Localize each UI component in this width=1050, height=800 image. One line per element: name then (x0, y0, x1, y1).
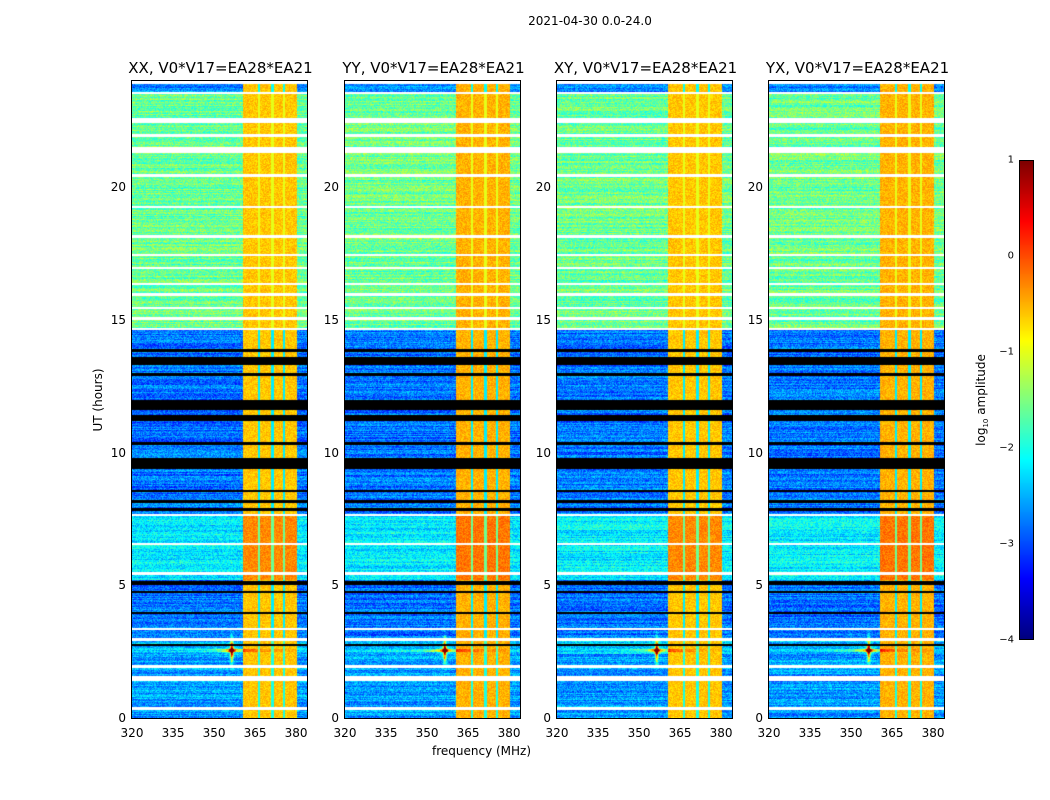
panel-title: XY, V0*V17=EA28*EA21 (553, 59, 738, 77)
spectrogram-heatmap (132, 81, 307, 718)
spectrogram-heatmap (769, 81, 944, 718)
panel-title: XX, V0*V17=EA28*EA21 (128, 59, 313, 77)
colorbar-label: log10 amplitude (973, 354, 991, 446)
colorbar-tick-label: −3 (999, 538, 1014, 550)
x-tick-label: 335 (161, 726, 185, 740)
spectrogram-heatmap (345, 81, 520, 718)
y-tick-label: 10 (747, 445, 763, 460)
y-tick-label: 20 (535, 180, 551, 195)
panel-3: XY, V0*V17=EA28*EA21 320 335 350 365 380 0 5 10 1… (536, 59, 737, 740)
panel-title: YX, V0*V17=EA28*EA21 (765, 59, 950, 77)
x-tick-label: 335 (798, 726, 822, 740)
y-tick-label: 10 (535, 445, 551, 460)
x-tick-label: 365 (456, 726, 480, 740)
y-tick-label: 0 (331, 711, 339, 725)
y-tick-label: 5 (543, 578, 551, 593)
panel-4: YX, V0*V17=EA28*EA21 320 335 350 365 380 0 5 10 1… (748, 59, 949, 740)
x-tick-label: 335 (586, 726, 610, 740)
y-tick-label: 5 (331, 578, 339, 593)
y-tick-label: 15 (323, 312, 339, 327)
y-axis-label: UT (hours) (91, 368, 105, 432)
x-tick-label: 320 (333, 726, 357, 740)
colorbar-tick-label: 1 (1007, 154, 1014, 166)
y-tick-label: 0 (118, 711, 126, 725)
y-tick-label: 0 (755, 711, 763, 725)
x-tick-label: 380 (284, 726, 308, 740)
spectrogram-heatmap (557, 81, 732, 718)
x-tick-label: 350 (202, 726, 226, 740)
y-tick-label: 5 (755, 578, 763, 593)
x-tick-label: 380 (709, 726, 733, 740)
y-tick-label: 15 (747, 312, 763, 327)
colorbar-tick-label: −4 (999, 634, 1014, 646)
x-axis-label: frequency (MHz) (432, 744, 532, 758)
panel-2: YY, V0*V17=EA28*EA21 320 335 350 365 380 0 5 10 1… (324, 59, 525, 740)
x-tick-label: 320 (757, 726, 781, 740)
x-tick-label: 350 (627, 726, 651, 740)
colorbar-tick-label: 0 (1007, 250, 1014, 262)
x-tick-label: 350 (839, 726, 863, 740)
y-tick-label: 5 (118, 578, 126, 593)
x-tick-label: 380 (921, 726, 945, 740)
x-tick-label: 380 (497, 726, 521, 740)
y-tick-label: 20 (747, 180, 763, 195)
x-tick-label: 335 (374, 726, 398, 740)
y-tick-label: 0 (543, 711, 551, 725)
x-tick-label: 365 (668, 726, 692, 740)
colorbar (1019, 160, 1034, 640)
y-tick-label: 10 (323, 445, 339, 460)
x-tick-label: 365 (880, 726, 904, 740)
x-tick-label: 365 (243, 726, 267, 740)
colorbar-tick-label: −2 (999, 442, 1014, 454)
panel-1: XX, V0*V17=EA28*EA21 320 335 350 365 380 0 5 10 1… (111, 59, 313, 740)
x-tick-label: 350 (415, 726, 439, 740)
panel-title: YY, V0*V17=EA28*EA21 (342, 59, 525, 77)
colorbar-tick-label: −1 (999, 346, 1014, 358)
x-tick-label: 320 (120, 726, 144, 740)
y-tick-label: 15 (535, 312, 551, 327)
y-tick-label: 15 (110, 312, 126, 327)
figure-title: 2021-04-30 0.0-24.0 (528, 14, 652, 28)
y-tick-label: 20 (110, 180, 126, 195)
x-tick-label: 320 (545, 726, 569, 740)
y-tick-label: 10 (110, 445, 126, 460)
y-tick-label: 20 (323, 180, 339, 195)
